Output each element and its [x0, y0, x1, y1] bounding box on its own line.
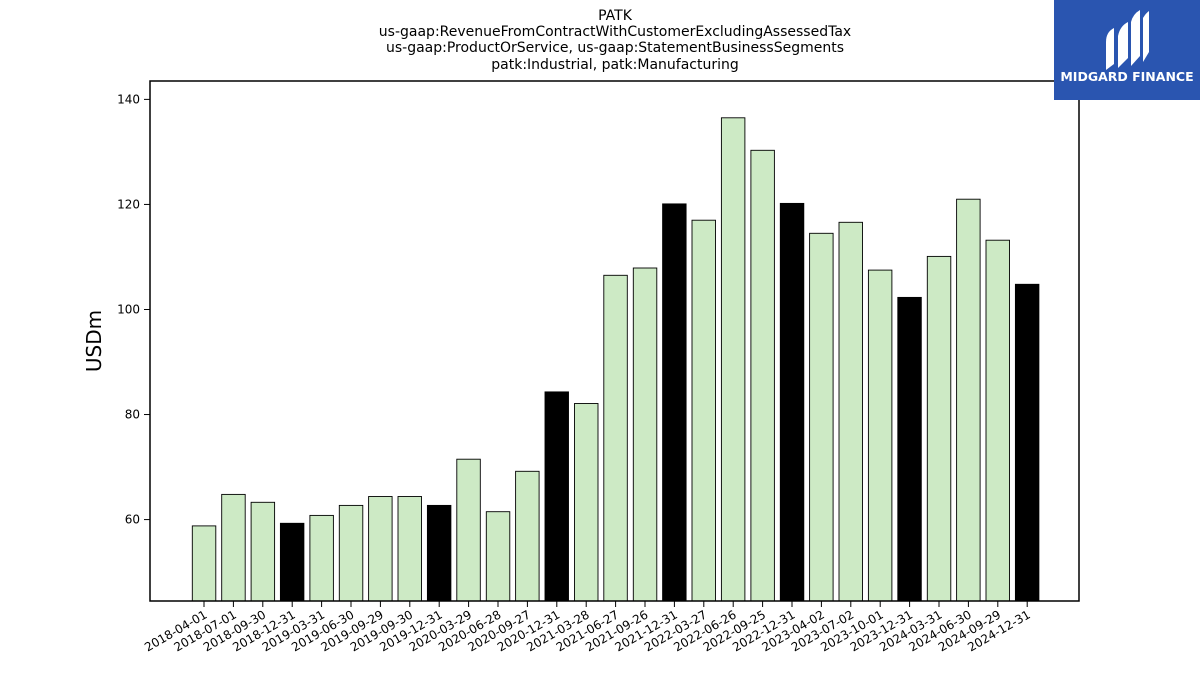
bar: [426, 504, 452, 602]
chart-title: PATK us-gaap:RevenueFromContractWithCust…: [379, 8, 851, 73]
bar: [691, 219, 716, 602]
bar: [250, 501, 276, 602]
bar: [956, 198, 981, 602]
y-tick-label: 100: [117, 302, 140, 316]
title-line: PATK: [598, 8, 633, 24]
y-axis: 60 80 100 120 140: [117, 92, 150, 527]
x-axis: 2018-04-012018-07-012018-09-302018-12-31…: [142, 601, 1033, 654]
bar: [720, 117, 746, 602]
bar: [867, 269, 893, 602]
title-line: us-gaap:RevenueFromContractWithCustomerE…: [379, 24, 851, 40]
bar: [309, 514, 334, 602]
bar: [632, 267, 658, 602]
bar: [838, 221, 863, 602]
bar: [897, 296, 922, 602]
bar: [544, 391, 569, 602]
bar: [809, 232, 834, 602]
bar: [603, 274, 628, 602]
bar: [338, 504, 364, 602]
y-axis-label: USDm: [82, 310, 106, 372]
bar: [397, 496, 422, 602]
title-line: patk:Industrial, patk:Manufacturing: [491, 57, 739, 73]
bar: [926, 255, 952, 602]
bar: [1014, 283, 1040, 602]
bar: [191, 525, 217, 602]
y-tick-label: 140: [117, 92, 140, 106]
bar: [221, 493, 246, 602]
bar: [279, 522, 305, 602]
logo-text: MIDGARD FINANCE: [1060, 69, 1193, 84]
y-tick-label: 60: [125, 513, 140, 527]
bar: [750, 149, 775, 602]
bar: [574, 403, 599, 602]
plot-frame: [149, 80, 1080, 602]
bar-series: [191, 117, 1040, 602]
bar: [515, 470, 540, 602]
brand-logo: MIDGARD FINANCE: [1054, 0, 1200, 100]
y-tick-label: 120: [117, 197, 140, 211]
title-line: us-gaap:ProductOrService, us-gaap:Statem…: [386, 40, 844, 56]
bar: [662, 203, 687, 602]
bar: [985, 239, 1010, 602]
midgard-logo-icon: [1106, 10, 1149, 70]
bar: [456, 458, 481, 602]
bar: [485, 511, 511, 602]
y-tick-label: 80: [125, 408, 140, 422]
bar: [779, 202, 805, 602]
bar: [368, 496, 393, 602]
